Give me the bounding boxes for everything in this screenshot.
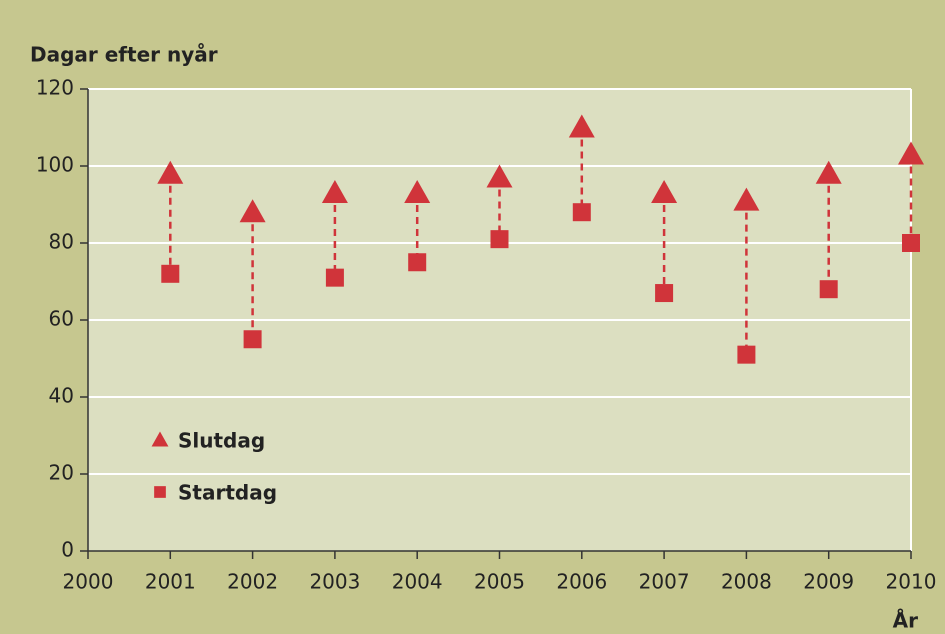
square-marker <box>902 234 920 252</box>
triangle-marker <box>568 114 595 138</box>
y-axis-label: Dagar efter nyår <box>30 43 218 67</box>
y-tick-label: 60 <box>49 307 74 331</box>
x-tick-label: 2010 <box>886 570 937 594</box>
triangle-marker <box>157 160 184 184</box>
square-marker <box>572 203 591 222</box>
square-marker <box>819 280 838 299</box>
triangle-marker <box>733 187 760 211</box>
y-tick-label: 20 <box>49 461 74 485</box>
y-tick-label: 40 <box>49 384 74 408</box>
x-tick-label: 2009 <box>803 570 854 594</box>
square-marker <box>161 264 180 283</box>
triangle-marker <box>321 179 348 203</box>
triangle-marker <box>651 179 678 203</box>
triangle-marker <box>815 160 842 184</box>
x-tick-label: 2003 <box>309 570 360 594</box>
x-tick-label: 2000 <box>63 570 114 594</box>
square-marker <box>325 268 344 287</box>
x-tick-label: 2002 <box>227 570 278 594</box>
y-tick-label: 0 <box>61 538 74 562</box>
square-marker <box>408 253 427 272</box>
square-marker <box>655 284 674 303</box>
triangle-marker <box>404 179 431 203</box>
y-tick-label: 100 <box>36 153 74 177</box>
legend-marker <box>151 431 169 447</box>
legend-label: Startdag <box>178 481 277 505</box>
x-axis-label: År <box>893 609 918 633</box>
legend-label: Slutdag <box>178 429 265 453</box>
y-tick-label: 120 <box>36 76 74 100</box>
y-tick-label: 80 <box>49 230 74 254</box>
x-tick-label: 2006 <box>556 570 607 594</box>
square-marker <box>490 230 509 249</box>
square-marker <box>243 330 262 349</box>
triangle-marker <box>239 199 266 223</box>
x-tick-label: 2008 <box>721 570 772 594</box>
triangle-marker <box>486 164 513 188</box>
triangle-marker <box>898 141 924 165</box>
legend-marker <box>154 486 166 498</box>
x-tick-label: 2005 <box>474 570 525 594</box>
x-tick-label: 2004 <box>392 570 443 594</box>
x-tick-label: 2007 <box>639 570 690 594</box>
x-tick-label: 2001 <box>145 570 196 594</box>
square-marker <box>737 345 756 364</box>
